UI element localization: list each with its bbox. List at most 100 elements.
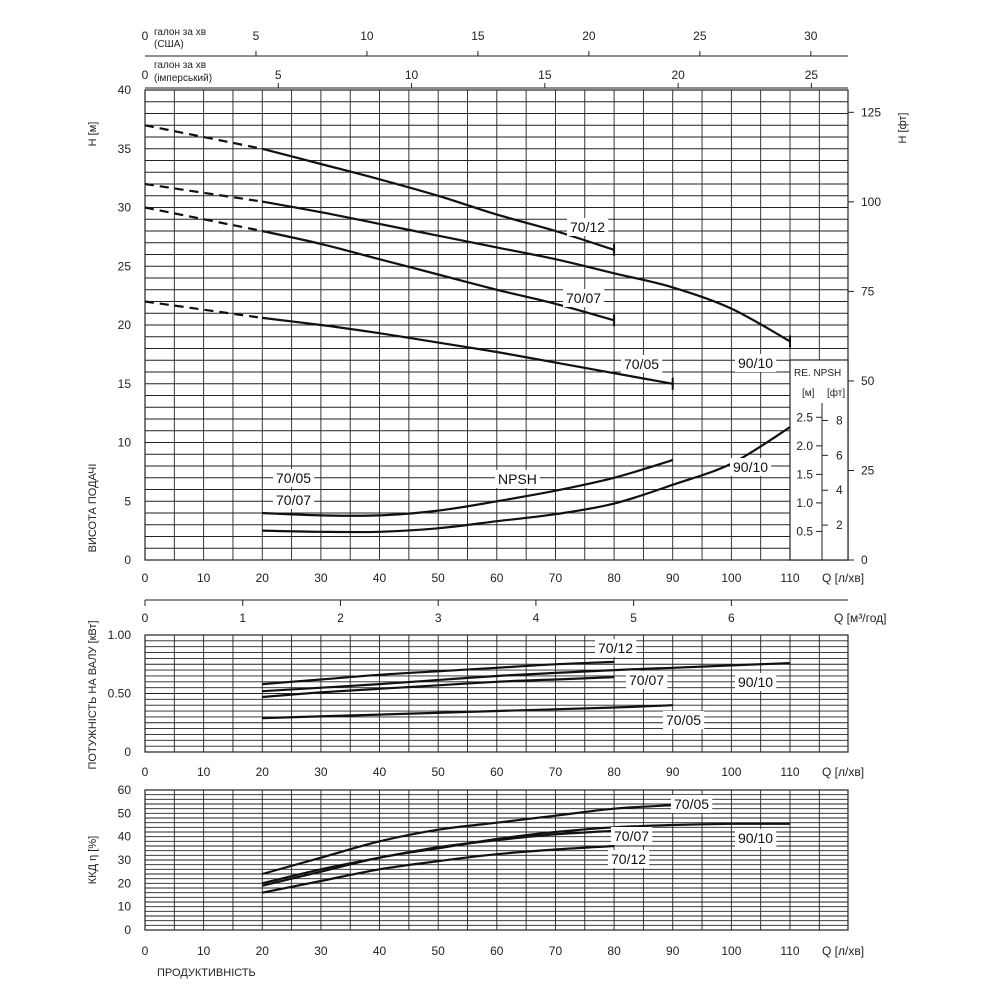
eff-x-tick-label: 40 [373,944,387,958]
npsh-box-left-unit: [м] [802,388,815,399]
eff-x-tick-label: 70 [549,944,563,958]
curve-label-background [273,491,315,509]
npsh-box-right-tick-label: 2 [836,518,843,532]
power-x-tick-label: 60 [490,765,504,779]
npsh-box-right-unit: [фт] [827,387,845,399]
label-eff-90-10: 90/10 [738,830,773,846]
head-curve-70-05-dashed [144,300,263,319]
top-axis-usa-label-1: галон за хв [154,27,206,38]
head-x-tick-label: 90 [666,571,680,585]
m3h-x-unit: Q [м³/год] [834,611,886,625]
eff-x-tick-label: 0 [142,944,149,958]
eff-x-tick-label: 110 [780,944,799,958]
top-axis-usa-tick-label: 10 [360,29,374,43]
head-x-tick-label: 70 [549,571,563,585]
curve-label-background [611,827,653,845]
curve-labels: 70/12 90/10 70/07 70/05 NPSH 70/05 70/07… [273,218,777,868]
head-x-tick-label: 100 [721,571,741,585]
label-npsh-90-10: 90/10 [733,459,768,475]
eff-x-tick-label: 30 [314,944,328,958]
head-curve-70-07-dashed [144,206,263,233]
top-axis-usa-zero: 0 [142,29,149,43]
eff-grid-frame [144,789,849,931]
curve-label-background [735,354,777,372]
head-curve-70-05 [262,316,673,385]
curve-label-background [595,639,637,657]
npsh-scale-box: 0.5 1.0 1.5 2.0 2.5 2 4 6 8 [789,359,849,561]
top-axis-usa-tick-label: 30 [804,29,818,43]
m3h-tick-label: 4 [533,611,540,625]
head-x-tick-label: 110 [780,571,799,585]
head-y-tick-label: 10 [118,436,132,450]
top-axis-imp-tick-label: 20 [671,68,685,82]
head-x-tick-label: 30 [314,571,328,585]
label-power-70-07: 70/07 [629,672,664,688]
top-axis-imp-tick-label: 15 [538,68,552,82]
head-right-tick-label: 100 [861,195,881,209]
power-x-unit: Q [л/хв] [822,765,864,779]
head-side-label: ВИСОТА ПОДАЧІ [87,464,99,553]
head-right-tick-label: 75 [861,284,875,298]
eff-x-unit: Q [л/хв] [822,944,864,958]
eff-x-tick-label: 80 [607,944,621,958]
curve-label-background [626,671,668,689]
curve-label-background [567,218,609,236]
curve-label-background [735,829,777,847]
power-x-tick-label: 30 [314,765,328,779]
head-y-label: Н [м] [87,122,99,147]
label-power-90-10: 90/10 [738,674,773,690]
eff-y-tick-label: 50 [118,806,132,820]
top-axis-imp-tick-label: 5 [275,68,282,82]
head-curve-70-12-dashed [144,124,263,150]
npsh-box-left-tick-label: 2.5 [796,410,813,424]
power-y-tick-label: 1.00 [108,628,132,642]
curve-label-background [495,470,540,488]
eff-x-tick-label: 90 [666,944,680,958]
head-y-tick-label: 25 [118,259,132,273]
label-npsh-70-07: 70/07 [276,492,311,508]
power-x-tick-label: 40 [373,765,387,779]
npsh-box-right-tick-label: 6 [836,448,843,462]
head-right-tick-label: 50 [861,374,875,388]
head-grid-frame [144,89,849,561]
power-y-label: ПОТУЖНІСТЬ НА ВАЛУ [кВт] [87,621,99,770]
eff-x-tick-label: 100 [721,944,741,958]
m3h-tick-label: 0 [142,611,149,625]
eff-x-label: ПРОДУКТИВНІСТЬ [157,967,256,979]
power-x-tick-label: 110 [780,765,799,779]
curve-label-background [621,355,663,373]
power-x-tick-label: 80 [607,765,621,779]
head-x-tick-label: 80 [607,571,621,585]
label-head-70-07: 70/07 [566,290,601,306]
top-axis-imp-zero: 0 [142,68,149,82]
top-axis-imp-label-2: (імперський) [154,73,212,84]
power-curve-70-12 [262,660,615,686]
efficiency-grid [144,789,849,931]
label-head-70-05: 70/05 [624,356,659,372]
curve-label-background [608,850,650,868]
eff-x-tick-label: 20 [256,944,270,958]
label-eff-70-07: 70/07 [614,828,649,844]
head-y-tick-label: 5 [124,494,131,508]
head-x-tick-label: 50 [432,571,446,585]
power-curve-70-05 [262,704,673,720]
head-curve-70-07 [262,229,615,322]
npsh-box-background [789,359,849,561]
top-axis-imp-tick-label: 10 [405,68,419,82]
head-grid [144,89,849,561]
head-curve-70-12 [262,147,615,251]
head-x-tick-label: 0 [142,571,149,585]
curve-label-background [671,795,713,813]
head-y-tick-label: 0 [124,553,131,567]
head-y-tick-label: 35 [118,142,132,156]
eff-y-tick-label: 0 [124,923,131,937]
label-eff-70-12: 70/12 [611,851,646,867]
m3h-tick-label: 3 [435,611,442,625]
label-npsh-70-05: 70/05 [276,470,311,486]
m3h-tick-label: 2 [337,611,344,625]
npsh-box-left-tick-label: 1.0 [796,496,813,510]
curve-label-background [563,289,605,307]
m3h-tick-label: 1 [239,611,246,625]
